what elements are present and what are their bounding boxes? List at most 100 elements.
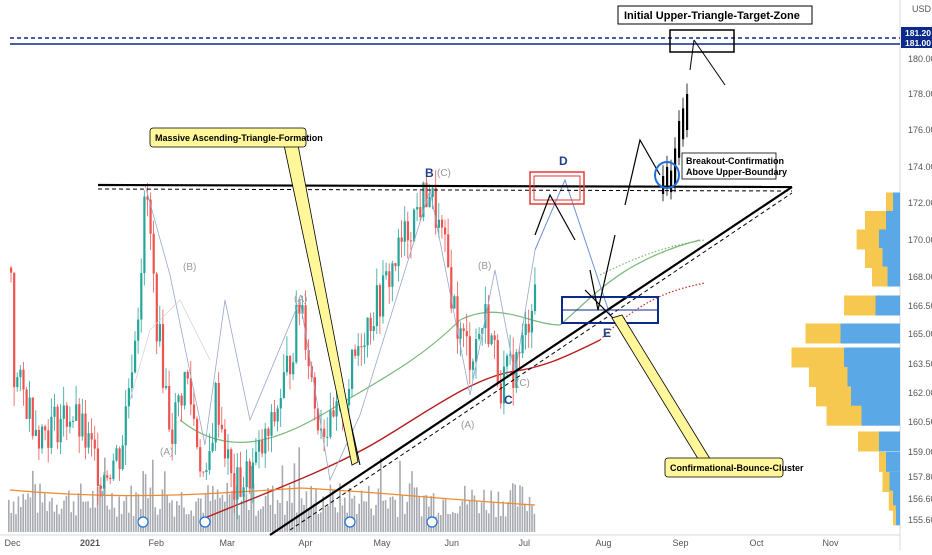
volume-bar — [524, 503, 526, 532]
volume-bar — [161, 489, 164, 532]
candle-body — [146, 196, 149, 200]
volume-bar — [262, 506, 264, 532]
candle-body — [106, 475, 109, 478]
candle-body — [121, 445, 124, 470]
candle-body — [301, 305, 304, 314]
volume-bar — [180, 491, 183, 532]
volume-bar — [298, 447, 300, 532]
volume-bar — [204, 493, 207, 532]
y-tick-label: 170.00 — [908, 235, 932, 245]
volume-bar — [24, 499, 27, 532]
candle-body — [68, 421, 72, 427]
volume-bar — [473, 495, 476, 532]
candle-body — [59, 418, 62, 443]
volume-bar — [51, 497, 53, 532]
candle-body — [524, 323, 527, 336]
profile-buy-bar — [809, 367, 848, 388]
volume-bar — [159, 508, 161, 532]
volume-bar — [92, 490, 94, 532]
volume-bar — [502, 501, 504, 532]
price-badge-label: 181.20 — [905, 28, 931, 38]
volume-bar — [416, 487, 418, 532]
profile-sell-bar — [893, 490, 900, 511]
volume-bar — [276, 500, 279, 532]
wave-label-c-alt: (C) — [516, 378, 530, 389]
candle-body — [295, 305, 298, 363]
candle-body — [493, 335, 496, 341]
volume-bar — [197, 498, 200, 532]
volume-bar — [284, 514, 286, 532]
candle-body — [152, 233, 155, 274]
candle-body — [50, 416, 53, 448]
candle-body — [165, 386, 168, 388]
candle-body — [326, 436, 329, 438]
candle-body — [174, 402, 177, 444]
y-tick-label: 157.80 — [908, 472, 932, 482]
volume-bar — [348, 488, 351, 532]
profile-buy-bar — [865, 211, 886, 231]
profile-buy-bar — [879, 451, 886, 472]
volume-bar — [58, 514, 60, 532]
candle-body — [329, 410, 332, 437]
volume-bar — [96, 486, 99, 532]
volume-bar — [437, 512, 440, 532]
y-tick-label: 166.50 — [908, 301, 932, 311]
y-tick-label: 168.00 — [908, 272, 932, 282]
volume-bar — [490, 490, 492, 532]
volume-bar — [216, 489, 219, 532]
candle-body — [223, 429, 227, 459]
volume-bar — [226, 482, 228, 532]
wave-projection — [534, 178, 611, 316]
volume-bar — [101, 490, 104, 532]
candle-body — [34, 429, 37, 436]
candle-body — [450, 267, 453, 309]
volume-bar — [228, 494, 231, 532]
volume-bar — [123, 501, 125, 532]
candle-body — [56, 406, 59, 443]
volume-bar — [531, 504, 533, 532]
volume-bar — [94, 507, 96, 532]
volume-bar — [68, 490, 70, 532]
candle-body — [270, 412, 273, 436]
x-tick-label: Mar — [220, 538, 236, 548]
candle-body — [130, 372, 134, 389]
plot-background — [0, 0, 900, 535]
volume-bar — [339, 483, 341, 532]
candle-body — [22, 369, 25, 390]
candle-body — [419, 207, 422, 218]
y-tick-label: 156.60 — [908, 494, 932, 504]
volume-bar — [533, 513, 536, 532]
volume-bar — [53, 511, 56, 532]
volume-bar — [358, 503, 360, 532]
volume-bar — [308, 508, 310, 532]
wave-label-a1: (A) — [160, 447, 173, 458]
volume-bar — [519, 485, 521, 532]
candle-body — [109, 477, 112, 480]
candle-body — [313, 377, 316, 409]
candle-body — [378, 285, 382, 317]
volume-bar — [36, 512, 39, 532]
volume-bar — [454, 513, 456, 532]
volume-bar — [108, 509, 111, 532]
candle-body — [468, 336, 471, 370]
volume-bar — [279, 502, 281, 532]
volume-bar — [483, 489, 485, 532]
volume-bar — [528, 496, 531, 532]
wave-label-b-alt: (C) — [437, 168, 451, 179]
volume-bar — [264, 496, 267, 532]
volume-profile — [791, 192, 900, 526]
volume-bar — [291, 502, 293, 532]
volume-bar — [334, 507, 336, 532]
candle-body — [75, 404, 78, 421]
candle-body — [475, 339, 478, 362]
target-zone-label: Initial Upper-Triangle-Target-Zone — [624, 10, 800, 22]
candle-body — [499, 383, 502, 404]
volume-bar — [137, 493, 140, 532]
candle-body — [530, 311, 533, 333]
volume-bar — [171, 500, 173, 532]
candle-body — [161, 324, 165, 388]
candle-body — [168, 386, 171, 430]
volume-bar — [394, 499, 396, 532]
candle-body — [267, 428, 270, 436]
candle-body — [81, 413, 84, 437]
